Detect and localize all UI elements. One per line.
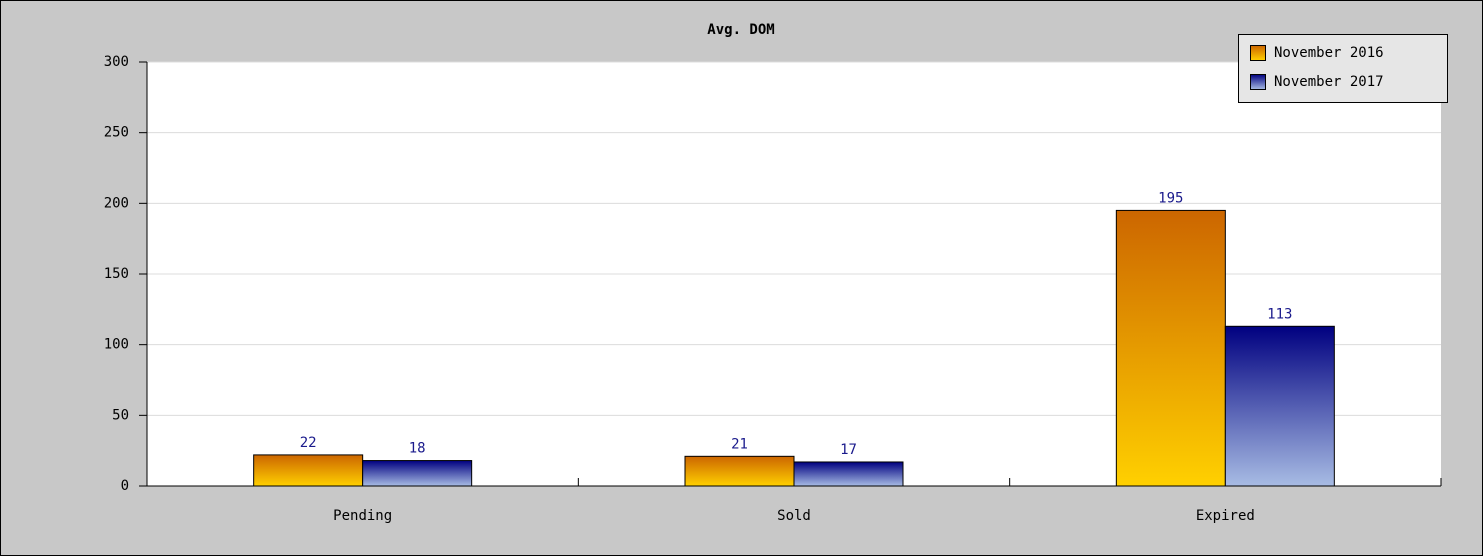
y-tick-label: 200 (104, 195, 129, 211)
x-tick-label: Expired (1196, 508, 1255, 524)
legend-label: November 2016 (1274, 45, 1384, 61)
y-tick-label: 0 (121, 478, 129, 494)
legend-swatch (1250, 45, 1266, 61)
value-label: 17 (840, 442, 857, 458)
bar (253, 454, 364, 487)
y-tick-label: 50 (112, 407, 129, 423)
value-label: 195 (1158, 190, 1183, 206)
legend-swatch (1250, 74, 1266, 90)
x-tick-label: Pending (333, 508, 392, 524)
value-label: 22 (300, 435, 317, 451)
value-label: 18 (409, 441, 426, 457)
bar (793, 461, 904, 487)
bar (1115, 209, 1226, 487)
legend-label: November 2017 (1274, 74, 1384, 90)
chart-title: Avg. DOM (707, 22, 774, 38)
bar (362, 460, 473, 487)
bar (684, 455, 795, 487)
y-tick-label: 250 (104, 125, 129, 141)
y-tick-label: 100 (104, 337, 129, 353)
legend-box (1238, 34, 1448, 103)
y-tick-label: 300 (104, 54, 129, 70)
y-tick-label: 150 (104, 266, 129, 282)
bar (1224, 325, 1335, 487)
value-label: 21 (731, 436, 748, 452)
x-tick-label: Sold (777, 508, 811, 524)
value-label: 113 (1267, 306, 1292, 322)
